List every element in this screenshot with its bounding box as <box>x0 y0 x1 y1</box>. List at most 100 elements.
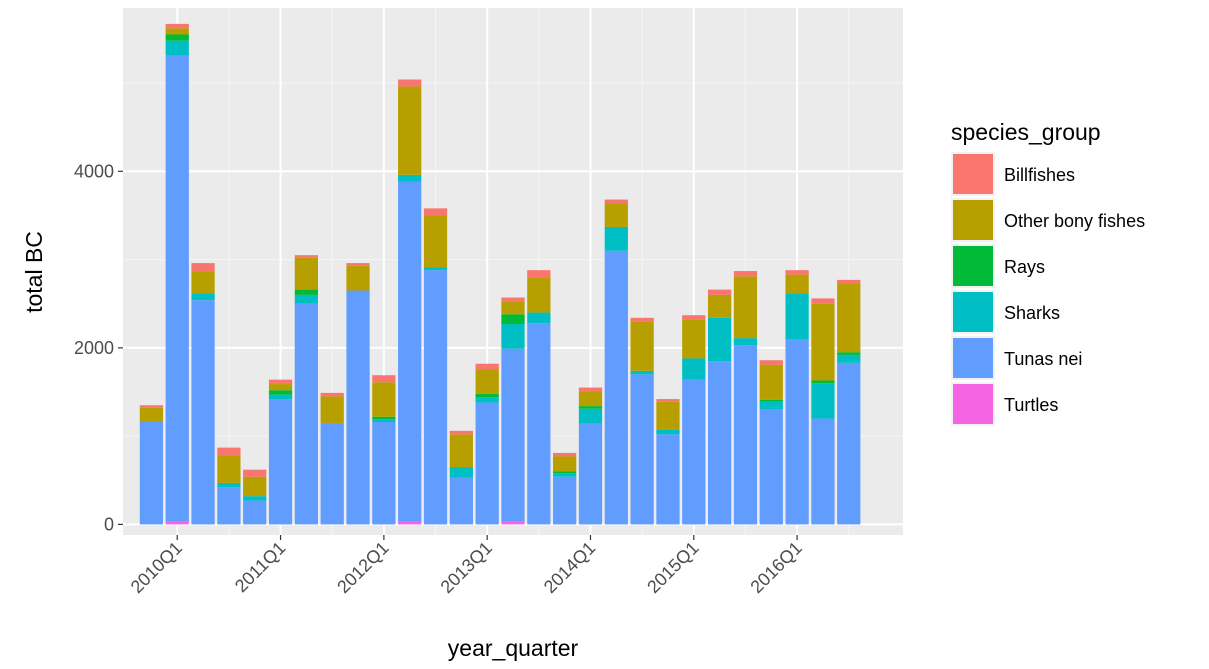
bar-segment-sharks <box>785 293 809 340</box>
x-axis: 2010Q1 2011Q1 2012Q1 2013Q1 2014Q1 2015Q1 2016… <box>127 535 806 597</box>
x-tick-label: 2015Q1 <box>643 538 702 597</box>
legend: species_group Billfishes Other bony fishe… <box>951 119 1145 426</box>
bar-segment-billfishes <box>398 79 422 87</box>
legend-label: Billfishes <box>1004 165 1075 185</box>
bar-segment-tunas-nei <box>320 422 344 525</box>
legend-swatch <box>953 246 993 286</box>
bar-segment-sharks <box>604 226 628 251</box>
bar-segment-tunas-nei <box>682 379 706 525</box>
bar-segment-rays <box>165 34 189 41</box>
bar-segment-sharks <box>501 324 525 349</box>
bar-segment-sharks <box>811 383 835 419</box>
bar-segment-other-bony-fishes <box>191 271 215 294</box>
bar-segment-turtles <box>165 521 189 525</box>
bar-segment-tunas-nei <box>217 487 241 525</box>
bar-segment-rays <box>294 289 318 295</box>
bar-segment-tunas-nei <box>708 361 732 525</box>
bar-segment-tunas-nei <box>346 290 370 525</box>
bar-segment-billfishes <box>243 469 267 477</box>
bar-segment-other-bony-fishes <box>165 28 189 35</box>
bar-segment-tunas-nei <box>294 303 318 525</box>
bar-segment-other-bony-fishes <box>553 456 577 472</box>
x-tick-label: 2016Q1 <box>746 538 805 597</box>
bar-segment-sharks <box>372 419 396 423</box>
bars-group <box>139 23 861 525</box>
bar-segment-other-bony-fishes <box>656 401 680 430</box>
bar-segment-tunas-nei <box>733 345 758 525</box>
legend-label: Rays <box>1004 257 1045 277</box>
bar-segment-billfishes <box>837 279 861 284</box>
bar-segment-billfishes <box>268 379 293 385</box>
bar-segment-tunas-nei <box>578 423 603 525</box>
bar-segment-billfishes <box>320 392 344 397</box>
bar-segment-other-bony-fishes <box>372 382 396 417</box>
bar-segment-sharks <box>268 394 293 400</box>
bar-segment-rays <box>268 390 293 395</box>
bar-segment-billfishes <box>346 263 370 266</box>
bar-segment-billfishes <box>475 363 499 370</box>
bar-segment-turtles <box>501 521 525 525</box>
legend-swatch <box>953 200 993 240</box>
x-tick-label: 2014Q1 <box>540 538 599 597</box>
bar-segment-tunas-nei <box>837 362 861 525</box>
bar-segment-tunas-nei <box>139 422 164 525</box>
bar-segment-tunas-nei <box>243 500 267 525</box>
bar-segment-tunas-nei <box>475 402 499 525</box>
bar-segment-tunas-nei <box>449 477 473 525</box>
bar-segment-billfishes <box>578 387 603 392</box>
bar-segment-sharks <box>165 40 189 56</box>
bar-segment-tunas-nei <box>811 418 835 525</box>
bar-segment-other-bony-fishes <box>320 396 344 423</box>
bar-segment-sharks <box>527 312 551 324</box>
x-axis-title: year_quarter <box>448 635 579 661</box>
bar-segment-tunas-nei <box>785 339 809 525</box>
bar-segment-sharks <box>294 294 318 304</box>
bar-segment-sharks <box>759 401 783 410</box>
legend-items: Billfishes Other bony fishes Rays Sharks Tun… <box>951 152 1145 426</box>
bar-segment-tunas-nei <box>398 181 422 522</box>
bar-segment-sharks <box>191 293 215 301</box>
bar-segment-tunas-nei <box>372 422 396 525</box>
bar-segment-other-bony-fishes <box>604 203 628 227</box>
bar-segment-sharks <box>708 317 732 362</box>
bar-segment-other-bony-fishes <box>785 274 809 294</box>
bar-segment-other-bony-fishes <box>449 434 473 468</box>
bar-segment-tunas-nei <box>630 374 654 525</box>
bar-segment-other-bony-fishes <box>578 391 603 407</box>
bar-segment-billfishes <box>217 447 241 456</box>
bar-segment-sharks <box>398 174 422 182</box>
bar-segment-billfishes <box>423 208 448 216</box>
bar-segment-turtles <box>398 521 422 525</box>
bar-segment-other-bony-fishes <box>423 215 448 268</box>
bar-segment-other-bony-fishes <box>759 364 783 400</box>
bar-segment-billfishes <box>139 405 164 408</box>
bar-segment-tunas-nei <box>165 55 189 522</box>
bar-segment-billfishes <box>733 271 758 277</box>
y-tick-label: 2000 <box>74 338 114 358</box>
bar-segment-sharks <box>217 482 241 488</box>
bar-segment-other-bony-fishes <box>733 276 758 339</box>
bar-segment-tunas-nei <box>759 409 783 525</box>
bar-segment-rays <box>578 406 603 409</box>
x-tick-label: 2010Q1 <box>127 538 186 597</box>
bar-segment-tunas-nei <box>656 434 680 525</box>
legend-swatch <box>953 338 993 378</box>
bar-segment-sharks <box>449 467 473 478</box>
bar-segment-other-bony-fishes <box>294 257 318 290</box>
y-axis: 0 2000 4000 <box>74 161 123 534</box>
bar-segment-rays <box>475 393 499 398</box>
legend-label: Sharks <box>1004 303 1060 323</box>
bar-segment-tunas-nei <box>604 250 628 525</box>
bar-segment-other-bony-fishes <box>837 283 861 353</box>
bar-segment-rays <box>501 314 525 325</box>
bar-segment-rays <box>759 399 783 402</box>
bar-segment-other-bony-fishes <box>243 476 267 497</box>
bar-segment-sharks <box>630 370 654 375</box>
bar-segment-sharks <box>423 267 448 271</box>
bar-segment-billfishes <box>191 263 215 272</box>
bar-segment-other-bony-fishes <box>346 265 370 291</box>
bar-segment-rays <box>811 380 835 384</box>
x-tick-label: 2013Q1 <box>437 538 496 597</box>
bar-segment-billfishes <box>372 375 396 383</box>
